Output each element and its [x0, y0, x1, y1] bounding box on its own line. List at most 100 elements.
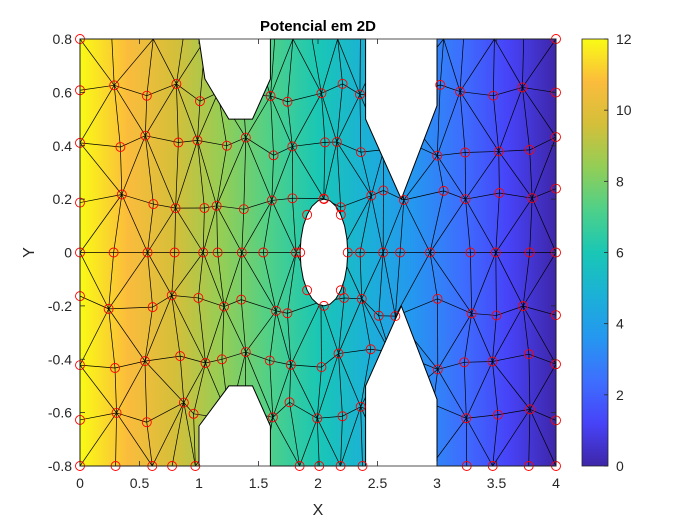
y-ticks: 0.8 0.6 0.4 0.2 0 -0.2 -0.4 -0.6 -0.8 [48, 31, 556, 474]
mesh-edge [146, 402, 185, 423]
mesh-edge [269, 360, 274, 418]
mesh-node [355, 247, 365, 258]
mesh-edge [202, 205, 217, 253]
mesh-node [147, 302, 158, 313]
mesh-edge [429, 198, 466, 253]
y-axis-label: Y [21, 247, 38, 258]
mesh-edge [492, 414, 499, 466]
y-tick-label: 0.8 [53, 31, 73, 47]
mesh-edge [108, 306, 153, 310]
mesh-edge [289, 402, 300, 466]
mesh-node [333, 348, 344, 359]
mesh-edge [113, 85, 121, 148]
mesh-edge [153, 203, 176, 209]
mesh-node [432, 293, 443, 304]
mesh-edge [197, 101, 201, 141]
mesh-edge [429, 190, 445, 253]
mesh-edge [197, 140, 227, 147]
mesh-edge [108, 308, 146, 362]
mesh-node [287, 193, 298, 204]
mesh-node [192, 135, 203, 146]
mesh-edge [320, 301, 322, 368]
mesh-edge [287, 252, 297, 314]
mesh-node [524, 144, 535, 155]
mesh-edge [465, 151, 499, 153]
mesh-edge [321, 83, 343, 94]
mesh-edge [115, 412, 117, 466]
mesh-edge [439, 39, 444, 85]
mesh-node [342, 247, 353, 258]
x-ticks: 0 0.5 1 1.5 2 2.5 3 3.5 4 [76, 39, 560, 491]
mesh-edge [205, 306, 225, 364]
mesh-edge [270, 95, 293, 147]
x-tick-label: 2 [314, 475, 322, 491]
mesh-node [527, 193, 538, 204]
mesh-edge [171, 252, 176, 296]
mesh-edge [498, 87, 523, 152]
mesh-edge [471, 313, 493, 362]
mesh-edge [270, 95, 288, 103]
mesh-edge [399, 199, 405, 253]
mesh-edge [275, 252, 297, 312]
mesh-edge [321, 93, 326, 143]
mesh-node [236, 294, 247, 305]
mesh-edge [370, 195, 384, 253]
mesh-edge [338, 353, 343, 417]
mesh-node [236, 247, 247, 258]
mesh-edge [145, 83, 177, 136]
mesh-edge [146, 422, 153, 466]
mesh-edge [522, 252, 531, 307]
mesh-edge [262, 252, 277, 311]
mesh-edge [269, 360, 291, 366]
mesh-edge [145, 135, 179, 143]
mesh-edge [316, 367, 322, 419]
mesh-edge [470, 252, 473, 314]
mesh-node [240, 132, 251, 143]
mesh-node [211, 200, 222, 211]
mesh-node [435, 79, 446, 90]
mesh-edge [272, 417, 300, 466]
mesh-edge [221, 306, 225, 360]
mesh-node [171, 79, 182, 89]
mesh-node [316, 88, 327, 99]
mesh-edge [495, 197, 533, 253]
mesh-node [173, 137, 184, 148]
mesh-edge [113, 39, 154, 86]
mesh-edge [80, 308, 109, 366]
mesh-node [455, 86, 465, 97]
mesh-edge [80, 84, 115, 91]
mesh-node [169, 247, 180, 258]
mesh-edge [382, 199, 405, 253]
mesh-node [395, 247, 406, 258]
mesh-node [331, 137, 342, 147]
mesh-edge [240, 299, 247, 353]
mesh-edge [80, 85, 115, 144]
mesh-edge [197, 140, 217, 206]
mesh-node [398, 195, 409, 205]
mesh-edge [383, 190, 404, 201]
colorbar-tick-label: 6 [616, 245, 624, 261]
mesh-edge [463, 362, 467, 419]
mesh-edge [146, 39, 154, 96]
mesh-node [140, 130, 151, 141]
mesh-edge [287, 301, 322, 314]
mesh-edge [80, 295, 109, 310]
mesh-edge [108, 252, 114, 309]
mesh-edge [492, 361, 531, 410]
mesh-node [390, 311, 401, 322]
mesh-edge [316, 353, 339, 419]
mesh-edge [436, 155, 466, 200]
mesh-edge [272, 364, 292, 418]
mesh-edge [321, 93, 338, 143]
mesh-edge [271, 200, 297, 253]
mesh-edge [465, 199, 471, 253]
mesh-edge [245, 310, 277, 353]
mesh-node [295, 247, 306, 258]
mesh-node [355, 147, 366, 158]
x-tick-label: 2.5 [368, 475, 388, 491]
mesh-node [111, 407, 122, 418]
mesh-edge [271, 197, 293, 201]
mesh-node [493, 409, 503, 420]
mesh-edge [80, 194, 122, 203]
mesh-edge [183, 402, 196, 466]
